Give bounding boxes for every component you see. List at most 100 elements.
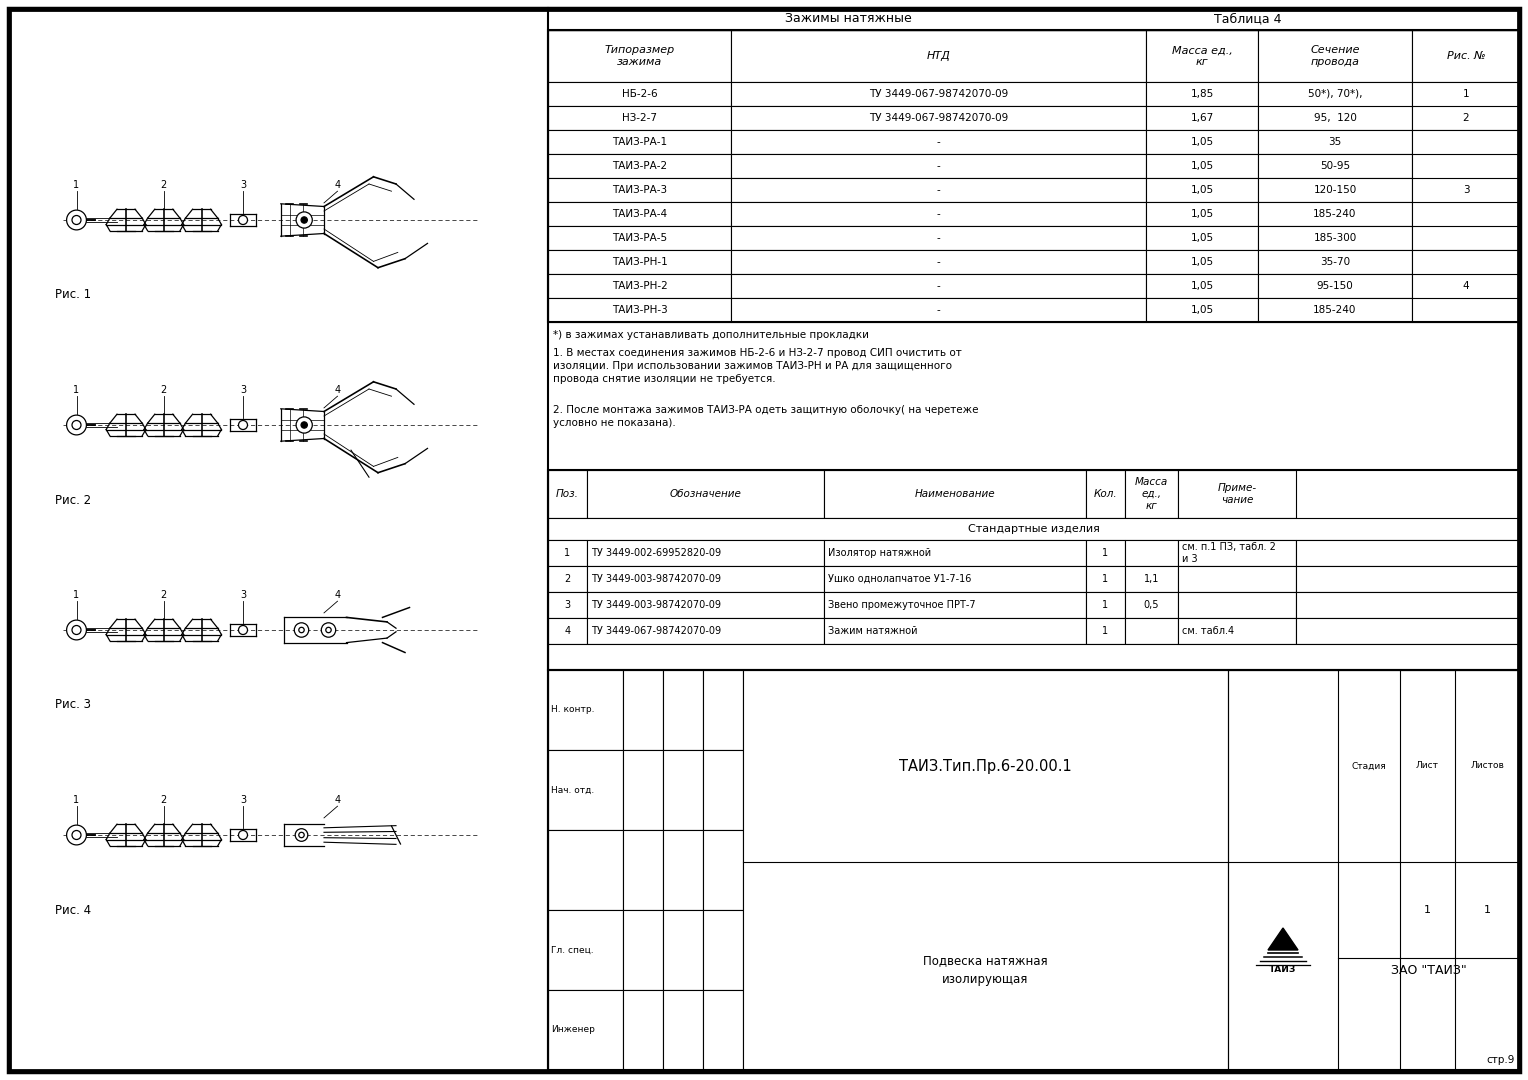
Bar (730, 30, 1146, 82)
Text: Нач. отд.: Нач. отд. (552, 785, 594, 795)
Text: Н. контр.: Н. контр. (552, 705, 594, 715)
Circle shape (295, 828, 307, 841)
Bar (549, 30, 730, 82)
Bar (1296, 566, 1520, 592)
Circle shape (72, 420, 81, 430)
Bar (824, 540, 1086, 566)
Circle shape (325, 627, 332, 633)
Bar (703, 831, 743, 910)
Text: 1: 1 (73, 795, 79, 806)
Text: 4: 4 (564, 626, 570, 636)
Text: 0,5: 0,5 (1144, 600, 1160, 610)
Text: 4: 4 (1462, 281, 1470, 291)
Bar (549, 130, 730, 154)
Text: ТУ 3449-002-69952820-09: ТУ 3449-002-69952820-09 (591, 548, 721, 558)
Bar (1412, 130, 1520, 249)
Text: НБ-2-6: НБ-2-6 (622, 89, 657, 99)
Circle shape (238, 420, 248, 430)
Text: 4: 4 (335, 795, 341, 806)
Circle shape (301, 422, 307, 428)
Bar (1258, 30, 1412, 82)
Text: Инженер: Инженер (552, 1026, 594, 1035)
Text: Зажимы натяжные: Зажимы натяжные (784, 13, 911, 26)
Text: Лист: Лист (1416, 761, 1439, 770)
Text: ТАИЗ-РН-2: ТАИЗ-РН-2 (611, 281, 668, 291)
Bar (549, 540, 587, 566)
Circle shape (67, 211, 87, 230)
Text: 1,85: 1,85 (1190, 89, 1213, 99)
Bar (1412, 30, 1520, 82)
Bar (1086, 592, 1125, 618)
Bar (1258, 298, 1412, 322)
Bar (730, 274, 1146, 298)
Bar (730, 298, 1146, 322)
Bar (549, 990, 623, 1070)
Text: 2: 2 (160, 386, 167, 395)
Text: 1,05: 1,05 (1190, 257, 1213, 267)
Text: ТАИЗ-РА-1: ТАИЗ-РА-1 (611, 137, 668, 147)
Text: 35: 35 (1328, 137, 1342, 147)
Circle shape (67, 620, 87, 639)
Text: Типоразмер
зажима: Типоразмер зажима (605, 45, 675, 67)
Bar (587, 470, 824, 518)
Bar (1178, 592, 1296, 618)
Text: 185-240: 185-240 (1313, 305, 1357, 315)
Circle shape (72, 216, 81, 225)
Text: 2: 2 (564, 573, 570, 584)
Bar (730, 130, 1146, 154)
Text: ТУ 3449-003-98742070-09: ТУ 3449-003-98742070-09 (591, 573, 721, 584)
Circle shape (67, 415, 87, 435)
Text: НТД: НТД (926, 51, 950, 60)
Bar (549, 470, 587, 518)
Bar (549, 298, 730, 322)
Bar (1146, 274, 1258, 298)
Bar (1146, 106, 1258, 130)
Bar (1125, 470, 1178, 518)
Bar (1296, 540, 1520, 566)
Circle shape (321, 623, 336, 637)
Bar (549, 30, 1520, 322)
Bar (1146, 226, 1258, 249)
Bar (824, 566, 1086, 592)
Text: *) в зажимах устанавливать дополнительные прокладки: *) в зажимах устанавливать дополнительны… (553, 330, 869, 340)
Circle shape (295, 623, 309, 637)
Text: -: - (937, 257, 940, 267)
Text: ТУ 3449-067-98742070-09: ТУ 3449-067-98742070-09 (591, 626, 721, 636)
Text: 1: 1 (73, 180, 79, 190)
Text: Стадия: Стадия (1352, 761, 1386, 770)
Text: Гл. спец.: Гл. спец. (552, 945, 593, 955)
Text: 1: 1 (1424, 905, 1432, 915)
Bar (1178, 618, 1296, 644)
Text: НЗ-2-7: НЗ-2-7 (622, 113, 657, 123)
Text: Таблица 4: Таблица 4 (1215, 13, 1282, 26)
Bar (1125, 618, 1178, 644)
Bar (663, 990, 703, 1070)
Text: 3: 3 (240, 591, 246, 600)
Bar (730, 154, 1146, 178)
Text: 1. В местах соединения зажимов НБ-2-6 и НЗ-2-7 провод СИП очистить от
изоляции. : 1. В местах соединения зажимов НБ-2-6 и … (553, 348, 961, 384)
Text: 1: 1 (73, 591, 79, 600)
Bar (1178, 566, 1296, 592)
Text: ТАИЗ-РА-5: ТАИЗ-РА-5 (611, 233, 668, 243)
Text: 2: 2 (1462, 113, 1470, 123)
Text: Сечение
провода: Сечение провода (1309, 45, 1360, 67)
Text: см. табл.4: см. табл.4 (1183, 626, 1235, 636)
Bar (730, 82, 1146, 106)
Text: 1,67: 1,67 (1190, 113, 1213, 123)
Bar (549, 644, 1520, 670)
Text: Рис. 3: Рис. 3 (55, 699, 92, 712)
Bar (587, 592, 824, 618)
Bar (623, 910, 663, 990)
Bar (623, 990, 663, 1070)
Bar (1412, 82, 1520, 130)
Text: ТАИЗ-РА-4: ТАИЗ-РА-4 (611, 210, 668, 219)
Bar (1125, 540, 1178, 566)
Text: 4: 4 (335, 386, 341, 395)
Bar (549, 518, 1520, 540)
Circle shape (299, 833, 304, 838)
Bar (663, 831, 703, 910)
Text: см. п.1 ПЗ, табл. 2
и 3: см. п.1 ПЗ, табл. 2 и 3 (1183, 542, 1276, 564)
Text: 1,05: 1,05 (1190, 233, 1213, 243)
Text: Звено промежуточное ПРТ-7: Звено промежуточное ПРТ-7 (828, 600, 975, 610)
Bar (549, 470, 1520, 670)
